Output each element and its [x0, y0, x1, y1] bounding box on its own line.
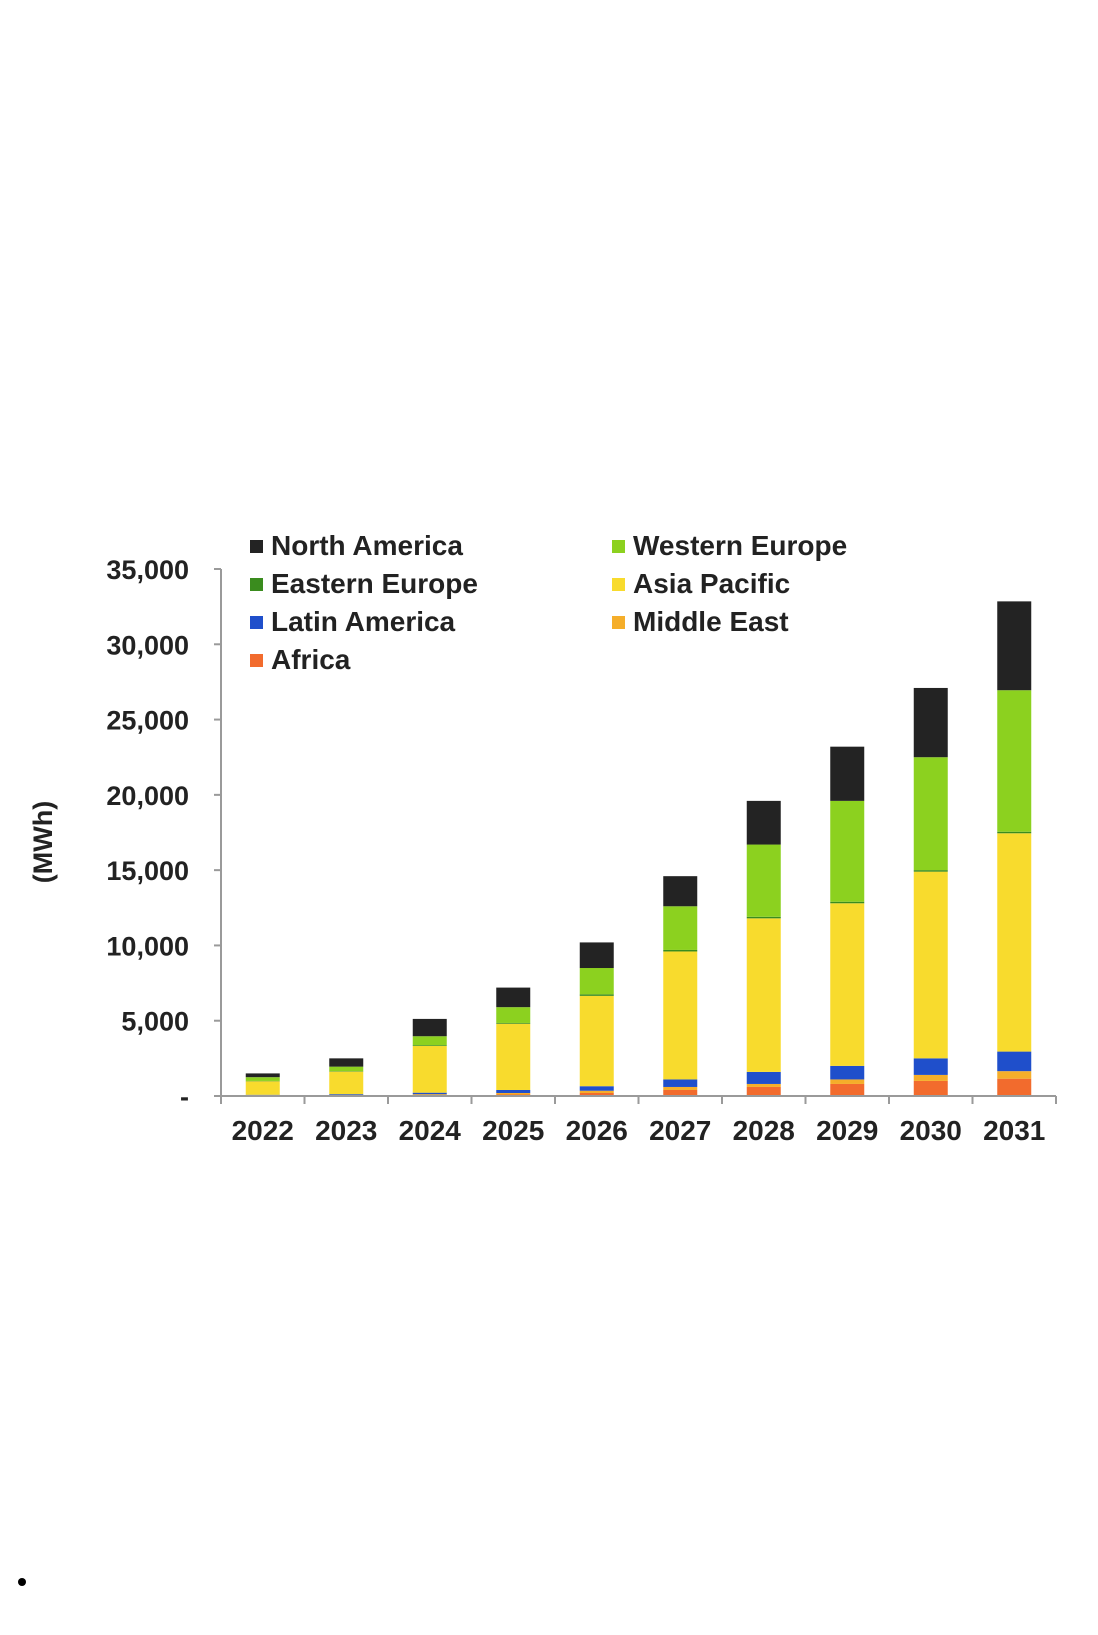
bar-latin-america-2029	[830, 1065, 865, 1080]
bar-eastern-europe-2025	[496, 1022, 531, 1024]
legend-swatch-latin-america	[250, 616, 263, 629]
bar-middle-east-2024	[412, 1094, 447, 1096]
legend-swatch-africa	[250, 654, 263, 667]
bar-western-europe-2027	[663, 906, 698, 950]
bar-latin-america-2030	[913, 1058, 948, 1075]
legend-label-middle-east: Middle East	[633, 606, 789, 637]
bar-western-europe-2025	[496, 1007, 531, 1023]
bar-asia-pacific-2027	[663, 951, 698, 1080]
bar-middle-east-2027	[663, 1086, 698, 1090]
bar-latin-america-2028	[746, 1071, 781, 1084]
bar-latin-america-2026	[579, 1086, 614, 1091]
bar-asia-pacific-2031	[997, 833, 1032, 1052]
legend-label-western-europe: Western Europe	[633, 530, 847, 561]
bar-middle-east-2031	[997, 1071, 1032, 1079]
bar-eastern-europe-2030	[913, 870, 948, 872]
bar-middle-east-2030	[913, 1074, 948, 1081]
bar-asia-pacific-2025	[496, 1023, 531, 1090]
bar-middle-east-2026	[579, 1090, 614, 1093]
bar-north-america-2028	[746, 800, 781, 845]
bar-western-europe-2026	[579, 968, 614, 995]
bar-middle-east-2025	[496, 1092, 531, 1095]
x-tick-label: 2025	[482, 1115, 544, 1146]
bar-latin-america-2024	[412, 1092, 447, 1095]
legend-swatch-north-america	[250, 540, 263, 553]
x-tick-label: 2031	[983, 1115, 1045, 1146]
x-tick-label: 2027	[649, 1115, 711, 1146]
bar-latin-america-2023	[329, 1094, 364, 1096]
x-tick-label: 2023	[315, 1115, 377, 1146]
legend-swatch-eastern-europe	[250, 578, 263, 591]
x-tick-label: 2026	[566, 1115, 628, 1146]
legend-swatch-western-europe	[612, 540, 625, 553]
bar-eastern-europe-2026	[579, 994, 614, 996]
bar-asia-pacific-2024	[412, 1046, 447, 1093]
bar-africa-2031	[997, 1078, 1032, 1096]
bar-north-america-2023	[329, 1058, 364, 1067]
bar-asia-pacific-2028	[746, 918, 781, 1072]
bar-asia-pacific-2029	[830, 903, 865, 1066]
list-bullet	[18, 1578, 26, 1586]
legend-label-africa: Africa	[271, 644, 351, 675]
bar-africa-2029	[830, 1083, 865, 1096]
bar-north-america-2031	[997, 601, 1032, 691]
bar-eastern-europe-2029	[830, 901, 865, 904]
bar-western-europe-2023	[329, 1066, 364, 1072]
bar-north-america-2029	[830, 746, 865, 801]
bar-north-america-2022	[245, 1073, 280, 1078]
bar-latin-america-2025	[496, 1089, 531, 1093]
y-tick-label: 25,000	[106, 706, 189, 736]
bar-north-america-2027	[663, 876, 698, 907]
bar-eastern-europe-2027	[663, 949, 698, 952]
legend-label-asia-pacific: Asia Pacific	[633, 568, 790, 599]
y-tick-label: 15,000	[106, 856, 189, 886]
bar-africa-2026	[579, 1092, 614, 1096]
bar-asia-pacific-2022	[245, 1081, 280, 1095]
bar-north-america-2026	[579, 942, 614, 969]
bar-eastern-europe-2028	[746, 916, 781, 919]
bar-north-america-2025	[496, 987, 531, 1008]
bar-western-europe-2030	[913, 757, 948, 871]
legend-label-latin-america: Latin America	[271, 606, 456, 637]
legend-swatch-asia-pacific	[612, 578, 625, 591]
legend: North America Western Europe Eastern Europ…	[250, 530, 847, 675]
axes-layer: - 5,000 10,000 15,000 20,000 25,000 30,000 35,0…	[106, 555, 1057, 1146]
y-tick-label: 20,000	[106, 781, 189, 811]
x-tick-label: 2030	[900, 1115, 962, 1146]
bar-western-europe-2022	[245, 1077, 280, 1081]
x-tick-label: 2029	[816, 1115, 878, 1146]
x-tick-label: 2028	[733, 1115, 795, 1146]
y-tick-label: 10,000	[106, 931, 189, 961]
x-tick-label: 2022	[232, 1115, 294, 1146]
bar-eastern-europe-2031	[997, 831, 1032, 834]
bar-eastern-europe-2024	[412, 1045, 447, 1047]
y-axis-title: (MWh)	[28, 801, 58, 883]
bar-western-europe-2028	[746, 844, 781, 917]
bar-western-europe-2024	[412, 1036, 447, 1046]
bar-middle-east-2028	[746, 1083, 781, 1087]
bars-layer	[245, 601, 1032, 1096]
bar-middle-east-2029	[830, 1079, 865, 1084]
bar-africa-2028	[746, 1086, 781, 1096]
x-tick-label: 2024	[399, 1115, 462, 1146]
bar-africa-2027	[663, 1089, 698, 1096]
bar-latin-america-2027	[663, 1079, 698, 1087]
bar-western-europe-2029	[830, 800, 865, 902]
bar-north-america-2030	[913, 687, 948, 758]
y-tick-label: 35,000	[106, 555, 189, 585]
y-tick-label: -	[180, 1082, 189, 1112]
legend-swatch-middle-east	[612, 616, 625, 629]
legend-label-eastern-europe: Eastern Europe	[271, 568, 478, 599]
bar-asia-pacific-2030	[913, 871, 948, 1059]
bar-western-europe-2031	[997, 690, 1032, 832]
bar-asia-pacific-2026	[579, 995, 614, 1087]
bar-asia-pacific-2023	[329, 1071, 364, 1095]
bar-north-america-2024	[412, 1018, 447, 1037]
y-tick-label: 30,000	[106, 630, 189, 660]
y-tick-label: 5,000	[121, 1007, 189, 1037]
bar-latin-america-2031	[997, 1051, 1032, 1072]
bar-africa-2030	[913, 1080, 948, 1096]
legend-label-north-america: North America	[271, 530, 463, 561]
